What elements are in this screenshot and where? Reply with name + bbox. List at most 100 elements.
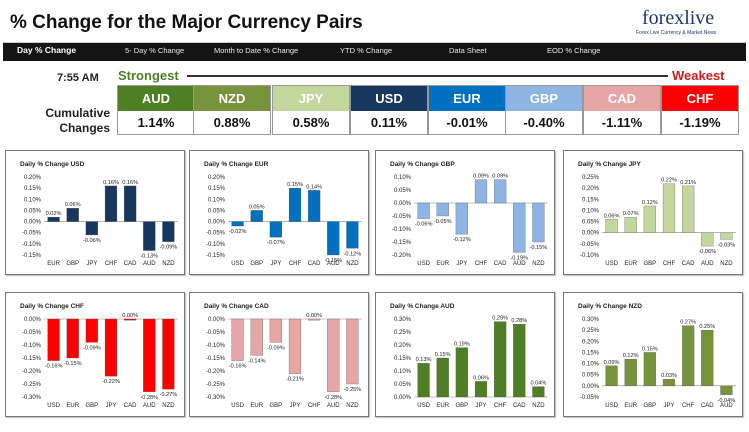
ranking-value: -1.11%: [601, 115, 643, 130]
forexlive-logo[interactable]: forexlive Forex Live Currency & Market N…: [634, 7, 734, 39]
data-label: -0.04%: [718, 398, 736, 404]
bar: [143, 318, 156, 392]
x-tick-label: USD: [605, 261, 618, 267]
nav-5day-change[interactable]: 5- Day % Change: [125, 46, 185, 55]
weakest-label: Weakest: [672, 68, 725, 83]
y-tick-label: -0.10%: [206, 343, 226, 349]
y-tick-label: -0.05%: [206, 330, 226, 336]
y-tick-label: 0.10%: [394, 369, 412, 375]
data-label: 0.16%: [122, 180, 138, 186]
x-tick-label: JPY: [475, 403, 486, 409]
chart-title: Daily % Change JPY: [578, 161, 641, 168]
ranking-value: 0.88%: [213, 115, 251, 130]
y-tick-label: 0.20%: [208, 175, 226, 181]
y-tick-label: 0.25%: [582, 175, 600, 181]
bar: [417, 363, 430, 398]
x-tick-label: NZD: [532, 403, 545, 409]
y-tick-label: 0.00%: [24, 220, 42, 226]
ranking-currency: GBP: [506, 86, 582, 111]
x-tick-label: GBP: [86, 403, 99, 409]
x-tick-label: CHF: [682, 403, 695, 409]
nav-day-change[interactable]: Day % Change: [17, 45, 77, 55]
x-tick-label: NZD: [532, 261, 545, 267]
data-label: -0.05%: [434, 219, 452, 225]
bar: [327, 221, 340, 256]
y-tick-label: 0.05%: [24, 208, 42, 214]
y-tick-label: -0.15%: [22, 253, 42, 259]
bar: [250, 318, 263, 356]
bar: [643, 352, 656, 387]
chart-title: Daily % Change CAD: [204, 303, 269, 310]
y-tick-label: -0.15%: [206, 253, 226, 259]
bar: [682, 325, 695, 387]
data-label: -0.07%: [267, 240, 285, 246]
x-tick-label: JPY: [663, 403, 674, 409]
chart-title: Daily % Change GBP: [390, 161, 455, 168]
data-label: 0.09%: [492, 174, 508, 180]
x-tick-label: CAD: [308, 261, 321, 267]
data-label: -0.09%: [83, 345, 101, 351]
y-tick-label: -0.20%: [22, 369, 42, 375]
data-label: 0.15%: [287, 182, 303, 188]
ranking-currency: AUD: [118, 86, 194, 111]
x-tick-label: AUD: [143, 403, 156, 409]
chart-eur: Daily % Change EUR 0.20% 0.15% 0.10% 0.05% 0.…: [189, 150, 369, 275]
nav-eod-change[interactable]: EOD % Change: [547, 46, 601, 55]
cumulative-changes-label: Cumulative Changes: [38, 106, 110, 136]
data-label: -0.02%: [229, 229, 247, 235]
y-tick-label: 0.10%: [394, 175, 412, 181]
y-tick-label: 0.00%: [394, 201, 412, 207]
nav-month-to-date[interactable]: Month to Date % Change: [214, 46, 299, 55]
chart-svg: 0.20% 0.15% 0.10% 0.05% 0.00% -0.05% -0.10% -0.…: [206, 175, 362, 267]
x-tick-label: USD: [231, 403, 244, 409]
y-tick-label: -0.30%: [206, 395, 226, 401]
chart-gbp: Daily % Change GBP 0.10% 0.05% 0.00% -0.05% -…: [375, 150, 555, 275]
x-tick-label: EUR: [436, 261, 449, 267]
nav-data-sheet[interactable]: Data Sheet: [449, 46, 487, 55]
data-label: -0.16%: [45, 364, 63, 370]
logo-tagline: Forex Live Currency & Market News: [636, 30, 717, 36]
data-label: -0.13%: [140, 254, 158, 260]
y-tick-label: -0.10%: [22, 242, 42, 248]
ranking-card: EUR -0.01%: [428, 85, 506, 135]
y-tick-label: 0.05%: [394, 188, 412, 194]
chart-aud: Daily % Change AUD 0.30% 0.25% 0.20% 0.15% 0.…: [375, 292, 555, 417]
y-tick-label: -0.10%: [22, 343, 42, 349]
x-tick-label: CAD: [513, 403, 526, 409]
ranking-currency: EUR: [429, 86, 505, 111]
y-tick-label: -0.05%: [206, 231, 226, 237]
chart-title: Daily % Change CHF: [20, 303, 84, 310]
bar: [701, 232, 714, 247]
bar: [494, 321, 507, 398]
nav-bar: Day % Change 5- Day % Change Month to Da…: [3, 43, 746, 61]
x-tick-label: GBP: [250, 261, 263, 267]
data-label: 0.06%: [604, 213, 620, 219]
y-tick-label: 0.30%: [582, 317, 600, 323]
x-tick-label: GBP: [456, 403, 469, 409]
bar: [513, 324, 526, 398]
data-label: 0.12%: [623, 353, 639, 359]
y-tick-label: 0.00%: [24, 317, 42, 323]
bar: [47, 216, 60, 222]
chart-title: Daily % Change NZD: [578, 303, 642, 310]
ranking-card: USD 0.11%: [350, 85, 428, 135]
chart-svg: 0.10% 0.05% 0.00% -0.05% -0.10% -0.15% -0.20% -…: [392, 174, 548, 267]
bar: [66, 208, 79, 222]
ranking-value: -1.19%: [679, 115, 721, 130]
y-tick-label: -0.25%: [22, 382, 42, 388]
y-tick-label: -0.10%: [580, 253, 600, 259]
header: % Change for the Major Currency Pairs fo…: [3, 3, 746, 43]
bar: [643, 205, 656, 233]
x-tick-label: CAD: [124, 403, 137, 409]
data-label: 0.22%: [661, 178, 677, 184]
y-tick-label: 0.05%: [208, 208, 226, 214]
ranking-card: JPY 0.58%: [272, 85, 350, 135]
nav-ytd-change[interactable]: YTD % Change: [340, 46, 393, 55]
y-tick-label: -0.05%: [580, 395, 600, 401]
x-tick-label: AUD: [143, 261, 156, 267]
x-tick-label: USD: [231, 261, 244, 267]
bar: [104, 318, 118, 377]
data-label: -0.06%: [83, 238, 101, 244]
y-tick-label: -0.10%: [206, 242, 226, 248]
y-tick-label: -0.15%: [206, 356, 226, 362]
